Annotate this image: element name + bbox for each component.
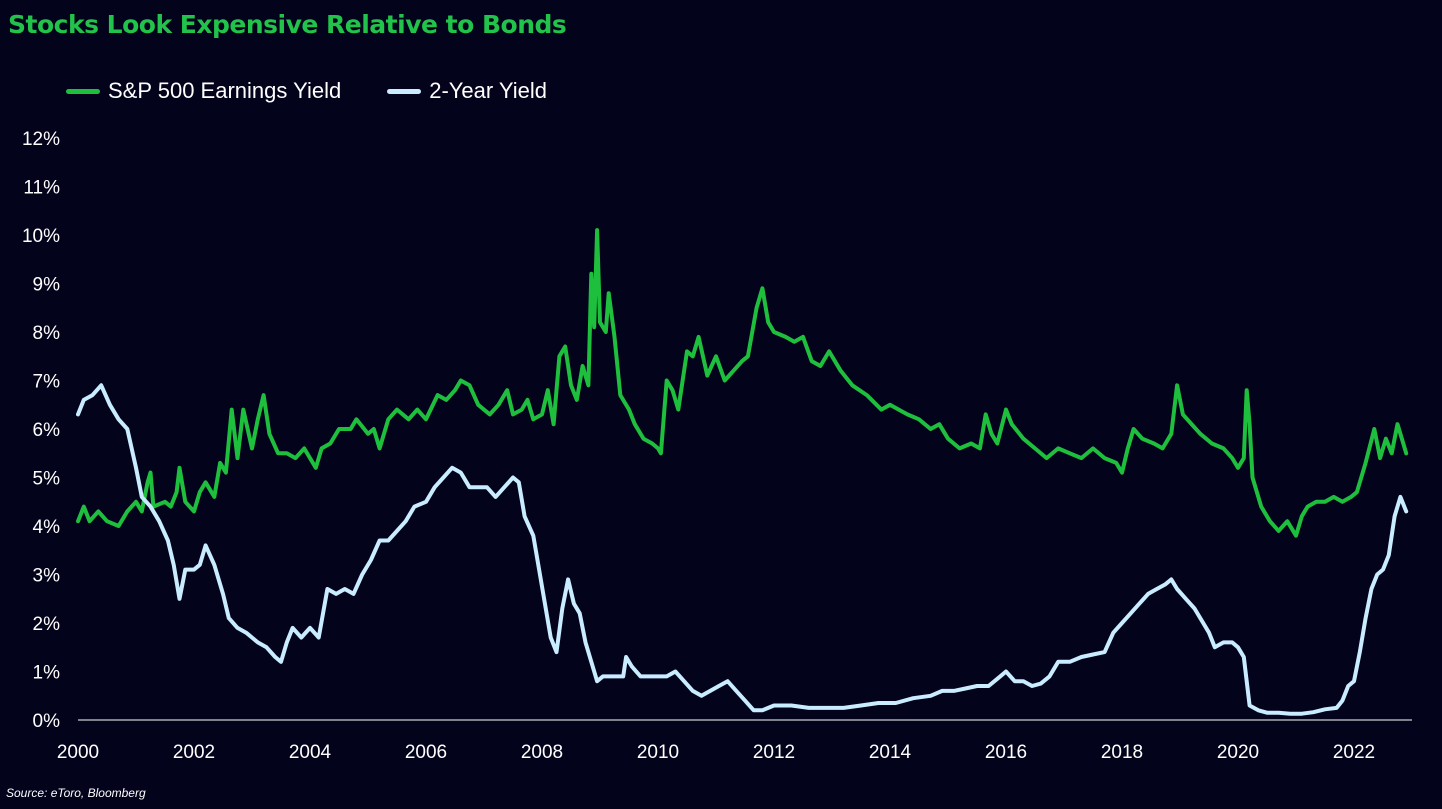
y-tick-label: 3%	[33, 566, 61, 587]
legend-label-two-year-yield: 2-Year Yield	[429, 78, 548, 103]
y-tick-label: 4%	[33, 517, 61, 538]
series-line-earnings-yield	[76, 228, 1409, 538]
x-tick-label: 2016	[985, 742, 1027, 763]
x-tick-label: 2006	[405, 742, 447, 763]
y-axis-ticks: 0% 1% 2% 3% 4% 5% 6% 7% 8% 9% 10% 11% 12%	[22, 129, 60, 732]
y-tick-label: 8%	[33, 323, 61, 344]
x-tick-label: 2004	[289, 742, 332, 763]
legend-item-earnings-yield: S&P 500 Earnings Yield	[66, 78, 341, 104]
series-line-two-year-yield	[76, 383, 1409, 716]
x-tick-label: 2012	[753, 742, 795, 763]
x-tick-label: 2008	[521, 742, 563, 763]
chart-title: Stocks Look Expensive Relative to Bonds	[8, 10, 567, 39]
legend-swatch-earnings-yield	[66, 88, 100, 94]
x-tick-label: 2018	[1101, 742, 1143, 763]
y-tick-label: 2%	[33, 614, 61, 635]
legend-item-two-year-yield: 2-Year Yield	[387, 78, 547, 104]
y-tick-label: 6%	[33, 420, 61, 441]
source-note: Source: eToro, Bloomberg	[6, 786, 146, 800]
x-tick-label: 2010	[637, 742, 679, 763]
series-layer	[76, 228, 1409, 716]
x-tick-label: 2020	[1217, 742, 1259, 763]
x-tick-label: 2014	[869, 742, 912, 763]
y-tick-label: 10%	[22, 226, 60, 247]
x-tick-label: 2002	[173, 742, 215, 763]
y-tick-label: 0%	[33, 711, 61, 732]
y-tick-label: 5%	[33, 469, 61, 490]
x-tick-label: 2022	[1333, 742, 1375, 763]
legend: S&P 500 Earnings Yield 2-Year Yield	[66, 78, 593, 104]
y-tick-label: 7%	[33, 372, 61, 393]
y-tick-label: 12%	[22, 129, 60, 150]
legend-label-earnings-yield: S&P 500 Earnings Yield	[108, 78, 342, 103]
y-tick-label: 11%	[23, 178, 60, 199]
x-tick-label: 2000	[57, 742, 99, 763]
x-axis-ticks: 2000 2002 2004 2006 2008 2010 2012 2014 2016 2018…	[57, 742, 1375, 763]
y-tick-label: 1%	[33, 663, 61, 684]
legend-swatch-two-year-yield	[387, 88, 422, 94]
y-tick-label: 9%	[33, 275, 61, 296]
